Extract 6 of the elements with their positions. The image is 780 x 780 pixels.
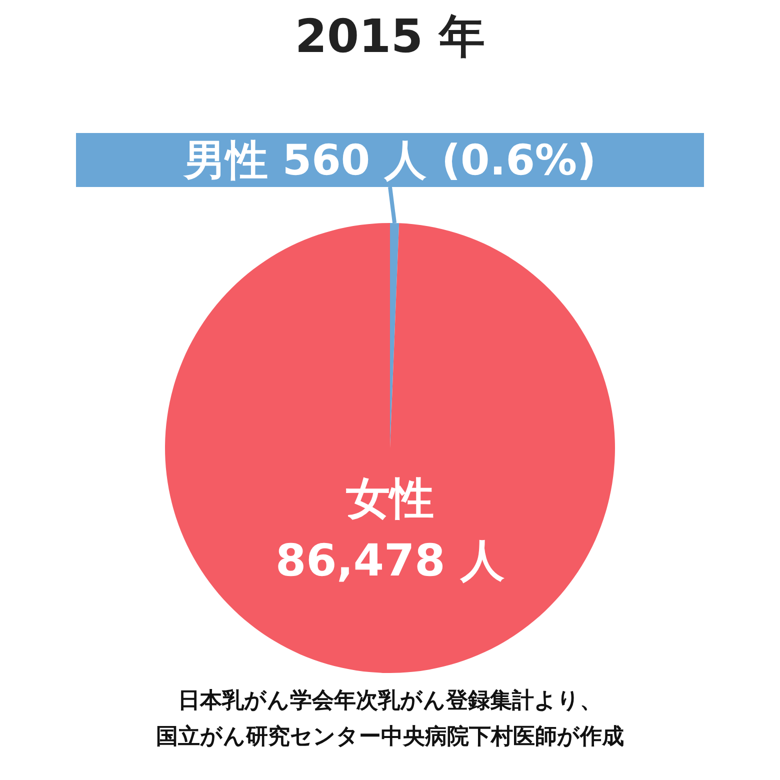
slice-label: 女性: [346, 474, 434, 524]
data-label: 86,478 人: [275, 536, 505, 586]
chart-title: 2015 年: [294, 9, 486, 63]
slice-label: 男性 560 人 (0.6%): [182, 136, 596, 184]
text: 国立がん研究センター中央病院下村医師が作成: [156, 724, 624, 750]
text: 日本乳がん学会年次乳がん登録集計より、: [178, 688, 602, 714]
